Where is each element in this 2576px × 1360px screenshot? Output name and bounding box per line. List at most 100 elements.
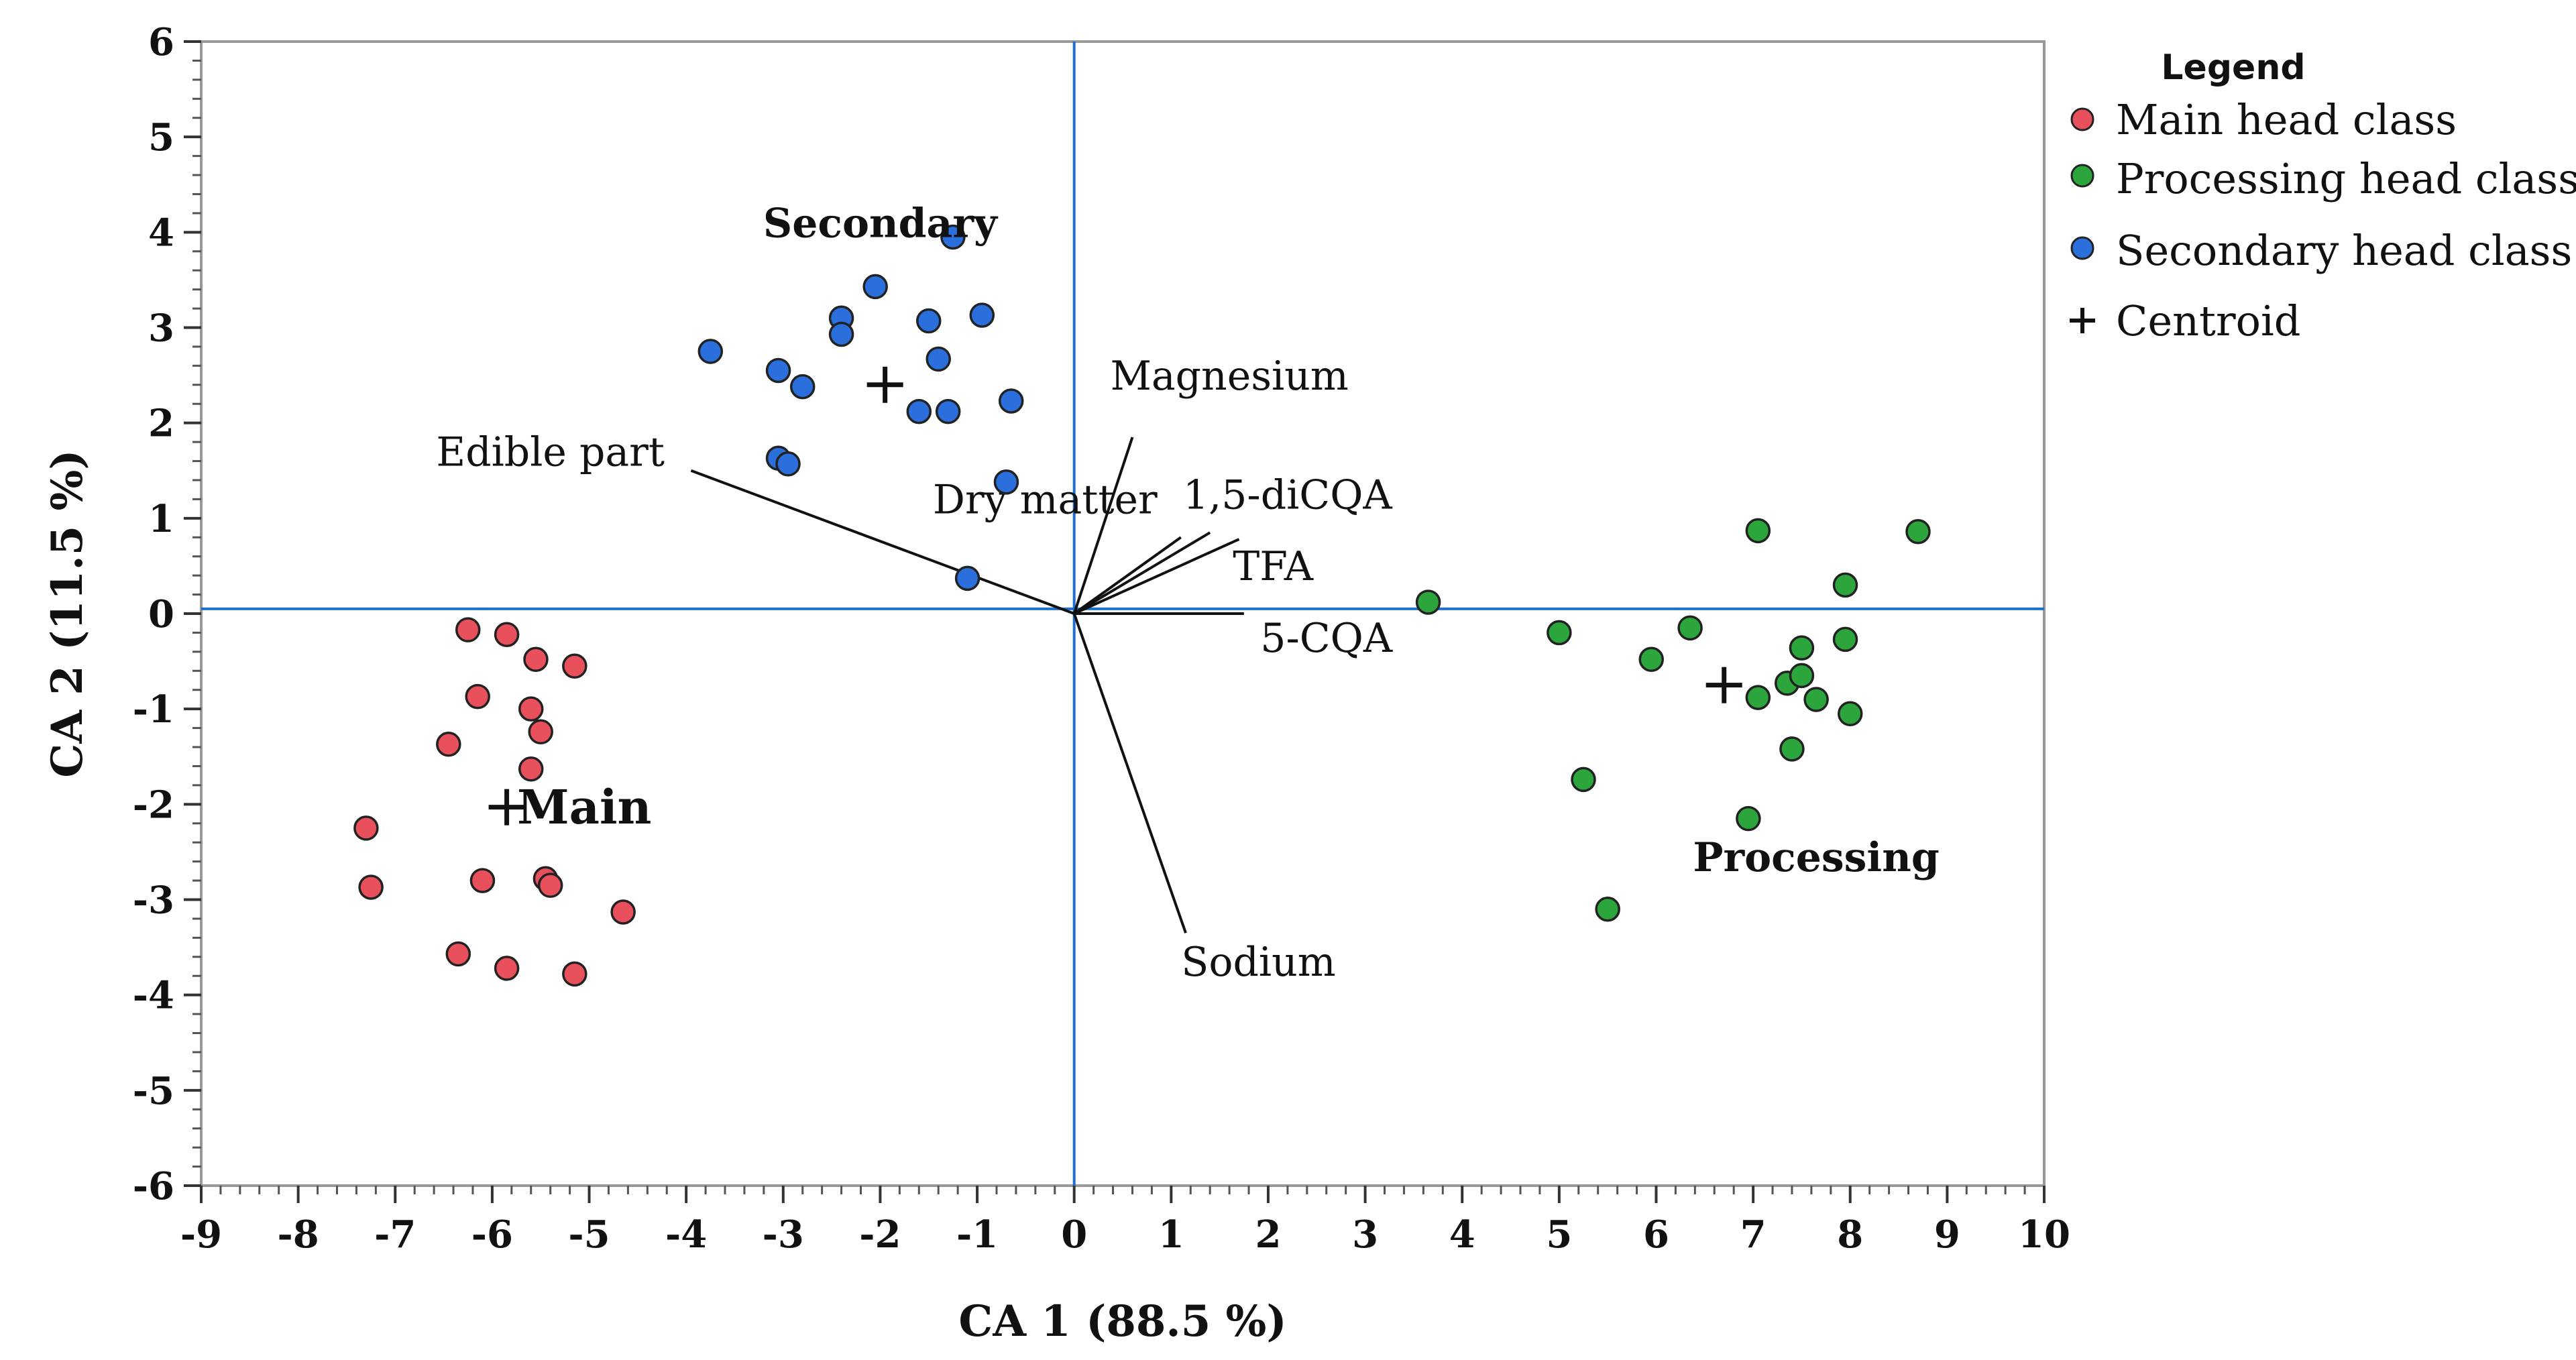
loading-vector [690,469,1075,615]
point-processing [1779,736,1805,762]
loading-vector [1072,613,1187,933]
class-label: Main [517,779,651,835]
point-main [455,617,481,642]
x-tick-label: 9 [1934,1212,1960,1257]
point-processing [1677,615,1703,641]
point-processing [1905,518,1931,545]
legend-title: Legend [2161,48,2305,88]
point-main [494,622,520,648]
y-tick-label: -6 [133,1164,174,1208]
class-label: Secondary [763,200,999,247]
x-tick-label: 7 [1740,1212,1767,1257]
point-main [436,732,461,757]
point-processing [1736,805,1761,832]
point-processing [1837,701,1863,727]
y-tick-label: 1 [148,497,174,541]
point-main [518,756,544,782]
centroid-marker-processing [1705,667,1742,703]
y-tick-label: 0 [148,592,174,636]
point-secondary [789,374,816,400]
point-main [469,868,496,893]
point-secondary [954,565,981,591]
point-main [358,874,384,900]
point-secondary [906,398,932,424]
x-tick-label: 4 [1449,1212,1475,1257]
legend: Legend Main head class Processing head c… [2070,48,2576,345]
y-tick-label: -4 [133,974,174,1018]
loading-vector [1073,538,1240,615]
point-secondary [915,308,942,334]
point-main [445,941,471,967]
y-tick-label: 2 [148,402,174,446]
y-tick-label: -2 [133,783,174,827]
y-tick-label: 4 [148,211,174,255]
point-main [465,683,490,710]
loading-vector-label: 5-CQA [1260,615,1393,662]
point-processing [1789,663,1815,689]
point-main [528,719,553,745]
point-main [518,696,544,722]
point-main [523,646,549,672]
point-secondary [765,357,791,384]
point-processing [1745,518,1771,544]
loading-vector [1073,531,1211,615]
point-processing [1832,626,1858,653]
centroid-marker-secondary [866,366,903,403]
y-tick-label: 5 [148,115,174,160]
point-main [537,872,563,898]
x-tick-label: -8 [278,1212,319,1257]
point-secondary [926,346,951,372]
y-tick-label: -1 [133,687,174,732]
point-main [494,956,520,981]
x-tick-label: -9 [180,1212,222,1257]
loading-vector [1072,437,1134,614]
point-processing [1595,896,1620,922]
point-processing [1745,685,1771,710]
class-label: Processing [1693,834,1939,881]
point-secondary [969,302,995,328]
point-secondary [697,339,724,364]
y-axis-title: CA 2 (11.5 %) [42,449,93,777]
legend-label-main: Main head class [2116,95,2457,144]
y-tick-label: -5 [133,1069,174,1113]
legend-marker-main [2070,107,2094,131]
plot-area: -9 -8 -7 -6 -5 -4 -3 -2 -1 0 1 2 3 4 5 6 7 8 9 10-6-5-4-3-2… [42,20,2070,1347]
x-tick-label: -3 [763,1212,804,1257]
point-main [562,961,587,987]
point-secondary [775,451,801,477]
point-processing [1571,767,1596,793]
legend-marker-centroid [2070,308,2095,333]
point-secondary [940,224,966,250]
legend-label-centroid: Centroid [2116,296,2300,345]
legend-marker-processing [2070,164,2094,188]
y-tick-label: 6 [148,20,174,64]
point-processing [1789,635,1815,661]
x-tick-label: 3 [1352,1212,1378,1257]
loading-vector-label: Sodium [1181,939,1335,986]
point-main [562,653,587,679]
x-tick-label: 10 [2018,1212,2070,1257]
loading-vector [1073,536,1182,615]
point-secondary [935,398,961,424]
x-tick-label: 1 [1158,1212,1184,1257]
x-axis-title: CA 1 (88.5 %) [958,1296,1286,1347]
point-processing [1415,589,1441,615]
x-tick-label: -2 [859,1212,901,1257]
loading-vector-label: 1,5-diCQA [1183,472,1392,519]
y-tick-label: -3 [133,879,174,923]
x-tick-label: -1 [956,1212,998,1257]
x-tick-label: 2 [1255,1212,1281,1257]
point-secondary [828,321,854,347]
point-processing [1832,572,1858,598]
x-tick-label: -6 [471,1212,513,1257]
point-main [353,815,379,841]
x-tick-label: -4 [665,1212,707,1257]
point-secondary [998,388,1024,414]
centroid-marker-main [488,789,525,826]
legend-label-processing: Processing head class [2116,154,2576,203]
x-tick-label: -7 [374,1212,416,1257]
x-tick-label: 5 [1546,1212,1572,1257]
point-processing [1547,620,1572,646]
loading-vector-label: TFA [1233,543,1313,590]
